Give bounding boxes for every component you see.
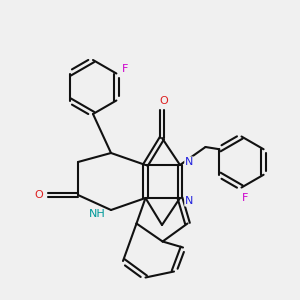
Text: O: O bbox=[159, 96, 168, 106]
Text: N: N bbox=[185, 157, 193, 167]
Text: F: F bbox=[242, 193, 248, 203]
Text: NH: NH bbox=[89, 208, 106, 219]
Text: O: O bbox=[34, 190, 43, 200]
Text: N: N bbox=[185, 196, 193, 206]
Text: F: F bbox=[122, 64, 128, 74]
